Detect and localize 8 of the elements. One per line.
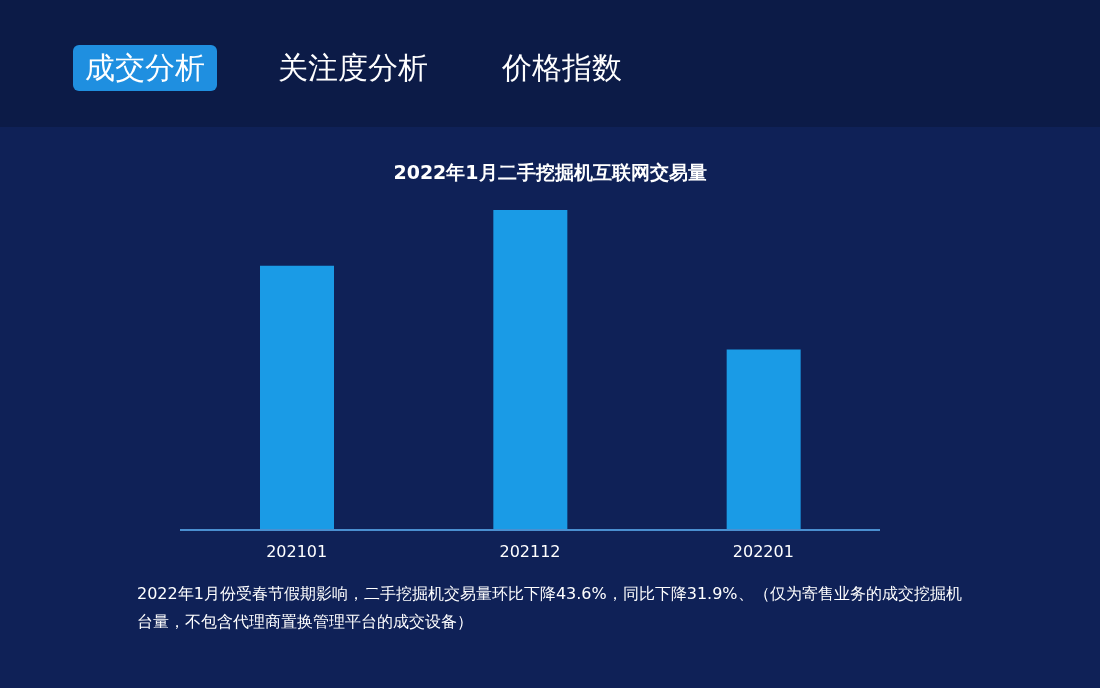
x-tick-label: 202112 (499, 542, 561, 562)
x-tick-label: 202101 (266, 542, 328, 562)
text: 2022年1月份受春节假期影响，二手挖掘机交易量环比下降43.6%，同比下降31.9%、（仅为寄售业务的成交挖掘机台量，不包含代理商置换管理平台的成交设备） (137, 583, 963, 633)
text: 价格指数 (501, 49, 623, 87)
text: 关注度分析 (277, 49, 429, 87)
x-tick-label: 202201 (732, 542, 794, 562)
chart-title: 2022年1月二手挖掘机互联网交易量 (392, 160, 708, 185)
text: 成交分析 (73, 45, 217, 91)
